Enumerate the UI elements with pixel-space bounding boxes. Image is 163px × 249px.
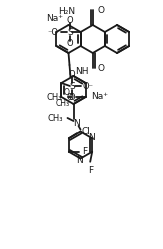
Text: NH: NH [75, 67, 89, 76]
Text: H₂N: H₂N [58, 7, 75, 16]
Text: O: O [69, 93, 75, 102]
Text: O: O [98, 63, 105, 72]
Text: O: O [67, 16, 74, 25]
Text: O: O [98, 5, 105, 14]
Text: S: S [69, 81, 75, 90]
Text: O⁻: O⁻ [83, 81, 94, 90]
Text: O: O [69, 70, 75, 79]
Text: N: N [88, 133, 95, 142]
Text: O: O [66, 92, 73, 102]
Text: O: O [67, 39, 74, 48]
Text: N: N [76, 156, 83, 165]
Text: ⁻O: ⁻O [48, 27, 59, 37]
Text: CH₃: CH₃ [46, 92, 62, 102]
Text: Cl: Cl [82, 127, 91, 136]
Text: F: F [88, 166, 93, 175]
Text: Na⁺: Na⁺ [46, 13, 63, 22]
Text: F: F [82, 147, 87, 156]
Text: Na⁺: Na⁺ [91, 91, 108, 101]
Text: CH₃: CH₃ [47, 114, 62, 123]
Text: O
CH₃: O CH₃ [56, 88, 70, 108]
Text: N: N [73, 119, 80, 127]
Text: S: S [67, 27, 73, 37]
